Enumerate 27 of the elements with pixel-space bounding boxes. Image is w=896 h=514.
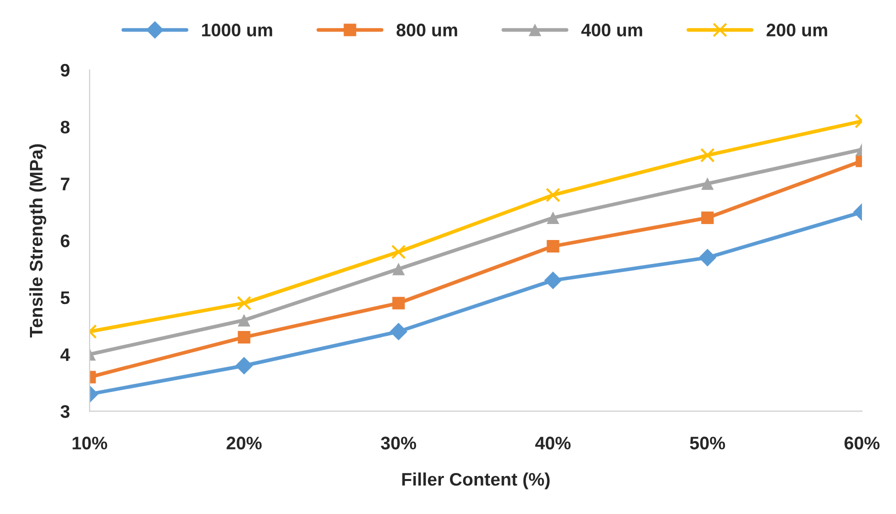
y-tick-label: 3 <box>60 405 70 418</box>
y-tick-label: 5 <box>60 292 70 304</box>
legend-label: 400 um <box>581 24 642 36</box>
y-tick-label: 6 <box>60 234 70 248</box>
point <box>390 322 408 340</box>
y-tick-label: 9 <box>60 64 70 77</box>
x-tick-label: 30% <box>380 436 416 450</box>
point <box>544 272 562 290</box>
point <box>546 240 560 252</box>
x-tick-label: 50% <box>690 436 726 450</box>
x-tick-label: 20% <box>226 436 262 450</box>
x-tick-label: 60% <box>844 436 880 450</box>
x-tick-label: 40% <box>535 436 571 450</box>
point <box>546 188 560 202</box>
y-tick-label: 7 <box>60 178 70 190</box>
legend-label: 1000 um <box>202 24 272 36</box>
x-tick-label: 10% <box>72 436 108 450</box>
x-axis-title: Filler Content (%) <box>402 472 550 490</box>
point <box>546 212 560 224</box>
legend-label: 800 um <box>396 24 458 36</box>
legend-label: 200 um <box>766 24 828 36</box>
y-axis-title: Tensile Strength (MPa) <box>29 144 46 338</box>
point <box>392 262 405 276</box>
point <box>391 244 406 260</box>
y-tick-label: 8 <box>60 120 70 134</box>
y-tick-label: 4 <box>60 348 70 361</box>
point <box>392 296 405 310</box>
